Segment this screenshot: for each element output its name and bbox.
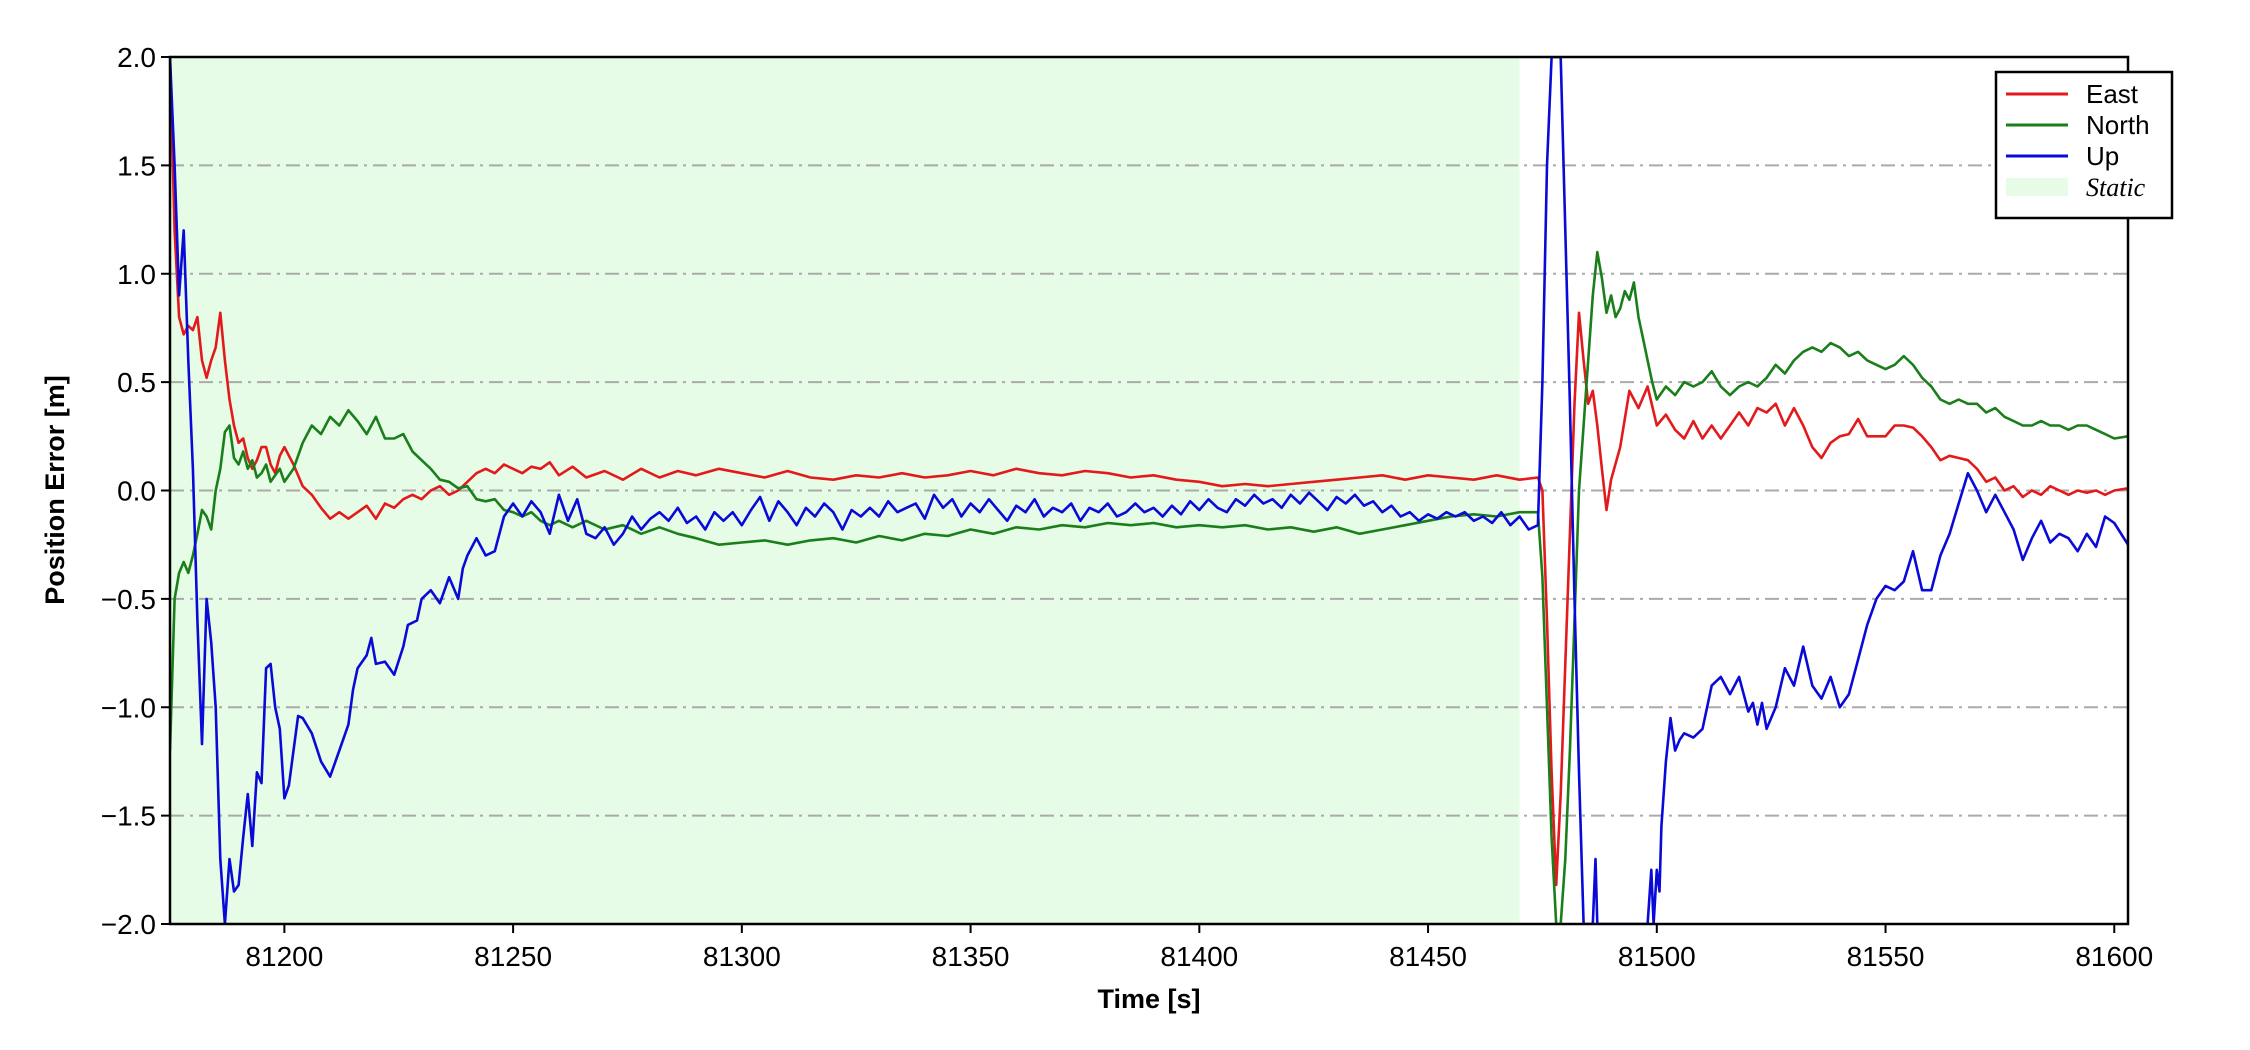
series-line-east: [170, 57, 2128, 887]
x-tick-label: 81450: [1389, 941, 1467, 972]
legend-label-north: North: [2086, 110, 2150, 140]
x-axis-title: Time [s]: [1097, 984, 1200, 1014]
y-tick-label: −0.5: [101, 584, 156, 615]
series-lines: [170, 57, 2128, 924]
x-tick-label: 81350: [932, 941, 1010, 972]
x-axis-ticks: 81200 81250 81300 81350 81400 81450 81500 81550…: [245, 924, 2153, 972]
y-tick-label: −1.5: [101, 801, 156, 832]
y-tick-label: 1.0: [117, 259, 156, 290]
y-tick-label: −1.0: [101, 692, 156, 723]
y-tick-label: 2.0: [117, 42, 156, 73]
legend-label-static: Static: [2086, 173, 2146, 202]
legend-swatch-static: [2006, 178, 2068, 196]
gridlines: [170, 164, 2128, 817]
y-axis-title: Position Error [m]: [40, 375, 70, 605]
x-tick-label: 81200: [245, 941, 323, 972]
y-tick-label: 0.0: [117, 476, 156, 507]
y-tick-label: −2.0: [101, 909, 156, 940]
legend-label-up: Up: [2086, 141, 2119, 171]
y-tick-label: 1.5: [117, 150, 156, 181]
y-tick-label: 0.5: [117, 367, 156, 398]
x-tick-label: 81250: [474, 941, 552, 972]
x-tick-label: 81500: [1618, 941, 1696, 972]
x-tick-label: 81300: [703, 941, 781, 972]
x-tick-label: 81600: [2075, 941, 2153, 972]
legend-label-east: East: [2086, 79, 2139, 109]
x-tick-label: 81400: [1160, 941, 1238, 972]
x-tick-label: 81550: [1847, 941, 1925, 972]
series-line-north: [170, 250, 2128, 924]
y-axis-ticks: −2.0 −1.5 −1.0 −0.5 0.0 0.5 1.0 1.5 2.0: [101, 42, 170, 940]
series-line-up: [170, 57, 2128, 924]
